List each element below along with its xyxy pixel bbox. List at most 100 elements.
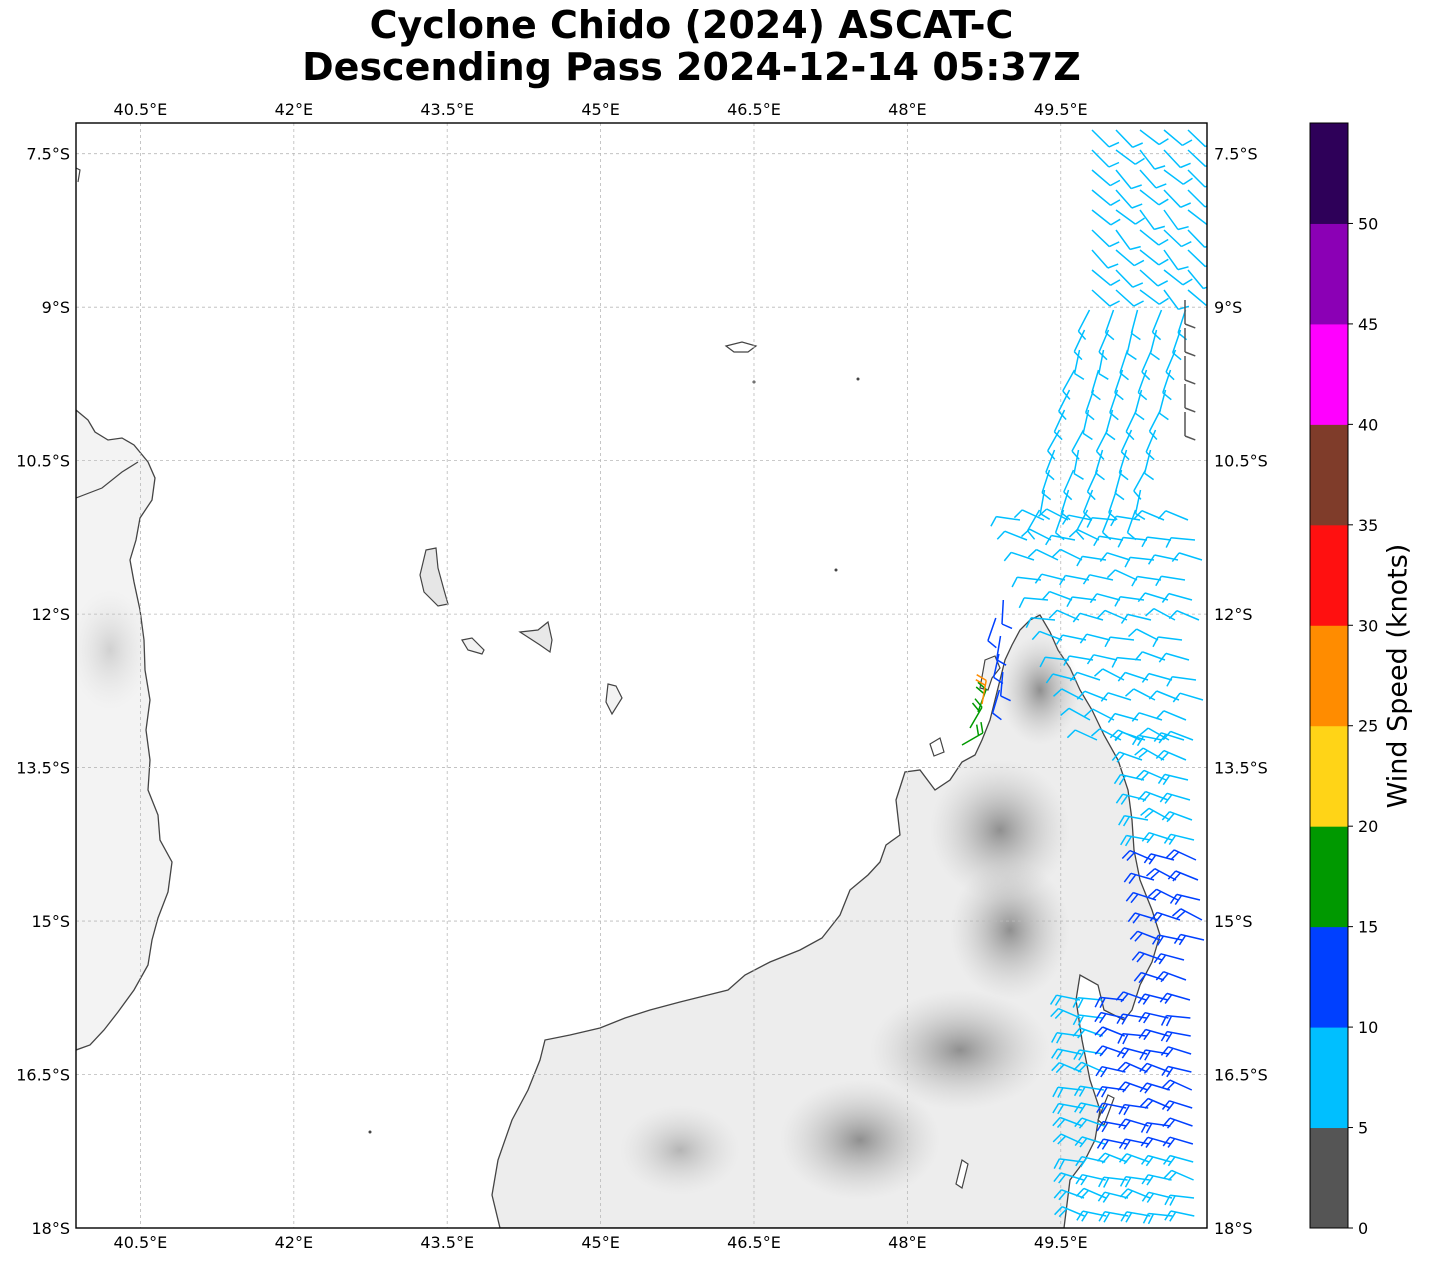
map-area [76,123,1207,1228]
wind-barb [1069,671,1101,682]
wind-barb [1155,749,1187,761]
colorbar-tick-label: 50 [1358,214,1378,233]
wind-barb [1039,489,1051,520]
wind-barb [1162,1117,1193,1129]
wind-barb [1160,1030,1191,1043]
wind-barb [1163,149,1191,169]
wind-barb [1106,569,1138,581]
wind-barb [1053,1189,1085,1201]
wind-barb [1163,129,1193,147]
colorbar-tick-label: 25 [1358,717,1378,736]
grande-comore-island [419,547,449,607]
wind-barb [1137,790,1169,803]
lat-tick-label-left: 16.5°S [16,1066,70,1085]
wind-barb [1096,1120,1127,1133]
wind-barb [961,721,984,746]
wind-barb [975,674,987,705]
wind-barb [1157,510,1189,521]
wind-barb [1051,1062,1082,1074]
wind-barb [1111,656,1142,668]
wind-barb [1184,412,1196,441]
wind-barb [1143,853,1175,865]
wind-barb [1073,1049,1104,1061]
wind-barb [1161,810,1193,823]
wind-barb [1162,1136,1194,1148]
wind-barb [1158,652,1190,663]
wind-barb [1123,872,1155,884]
wind-barb [1140,1122,1171,1134]
wind-barb [1091,169,1121,187]
wind-barb [1163,833,1195,846]
mayotte-island [605,683,623,716]
wind-barb [1169,893,1201,906]
wind-barb [1091,129,1120,148]
wind-barb [1086,469,1099,501]
wind-barb [1131,575,1162,587]
wind-barb [1117,536,1148,548]
wind-barb [1127,628,1159,641]
colorbar-tick-label: 0 [1358,1219,1368,1238]
wind-barb [1139,289,1169,305]
wind-barb [1163,1169,1194,1181]
wind-barb [1050,1007,1081,1020]
wind-barb [1118,1118,1149,1130]
wind-barb [1134,389,1145,421]
wind-barb [1091,249,1119,269]
wind-barb [1155,710,1187,721]
wind-barb [1161,1100,1193,1112]
wind-barb [1165,536,1196,548]
wind-barb [1163,249,1189,271]
wind-barb [1168,610,1200,621]
peninsula-outline [979,655,1001,691]
wind-barb [1082,409,1093,441]
colorbar-tick-label: 40 [1358,415,1378,434]
wind-barb [1051,548,1083,561]
colorbar-tick-label: 30 [1358,616,1378,635]
colorbar-segment [1310,223,1348,325]
wind-barb [1145,607,1176,621]
wind-barb [1160,1014,1191,1027]
lat-tick-label-left: 18°S [31,1219,70,1238]
wind-barb [1091,289,1120,307]
wind-barb [1072,1027,1103,1039]
wind-barb [1163,169,1193,185]
wind-barb [1011,576,1042,588]
wind-barb [1117,1032,1147,1045]
lat-tick-label-left: 13.5°S [16,759,70,778]
wind-barb [1187,269,1207,290]
wind-barb [1060,707,1091,721]
wind-barb [1155,970,1187,983]
wind-barb [1075,509,1089,541]
wind-barb [1131,712,1163,722]
wind-barb [1068,528,1100,541]
wind-barb [1117,1061,1148,1073]
colorbar-segment [1310,725,1348,827]
colorbar-label: Wind Speed (knots) [1382,543,1414,809]
sainte-marie-island [1097,1094,1115,1127]
wind-barb [1163,189,1191,208]
chart-title: Cyclone Chido (2024) ASCAT-C Descending … [0,4,1383,88]
wind-barb [1003,551,1035,562]
wind-barb [1094,996,1125,1009]
wind-barb [1096,1152,1128,1164]
wind-barb [1165,349,1177,381]
lake-outline [955,1159,969,1189]
wind-barb [1099,552,1131,562]
lat-tick-label-left: 10.5°S [16,452,70,471]
wind-barb [1072,612,1104,623]
wind-barb [1039,656,1070,668]
wind-barb [990,515,1021,527]
lon-tick-label-bottom: 45°E [581,1233,619,1252]
colorbar-segment [1310,524,1348,626]
wind-barb [1139,189,1169,206]
wind-barb [1113,773,1145,786]
wind-barb [1052,688,1084,701]
wind-barb [1063,655,1094,666]
wind-barb [991,689,1002,721]
colorbar-tick-label: 35 [1358,516,1378,535]
lat-tick-label-right: 18°S [1214,1219,1253,1238]
colorbar-tick-label: 5 [1358,1119,1368,1138]
wind-barb [1025,617,1056,629]
colorbar-segment [1310,1027,1348,1129]
islet [368,1130,372,1134]
